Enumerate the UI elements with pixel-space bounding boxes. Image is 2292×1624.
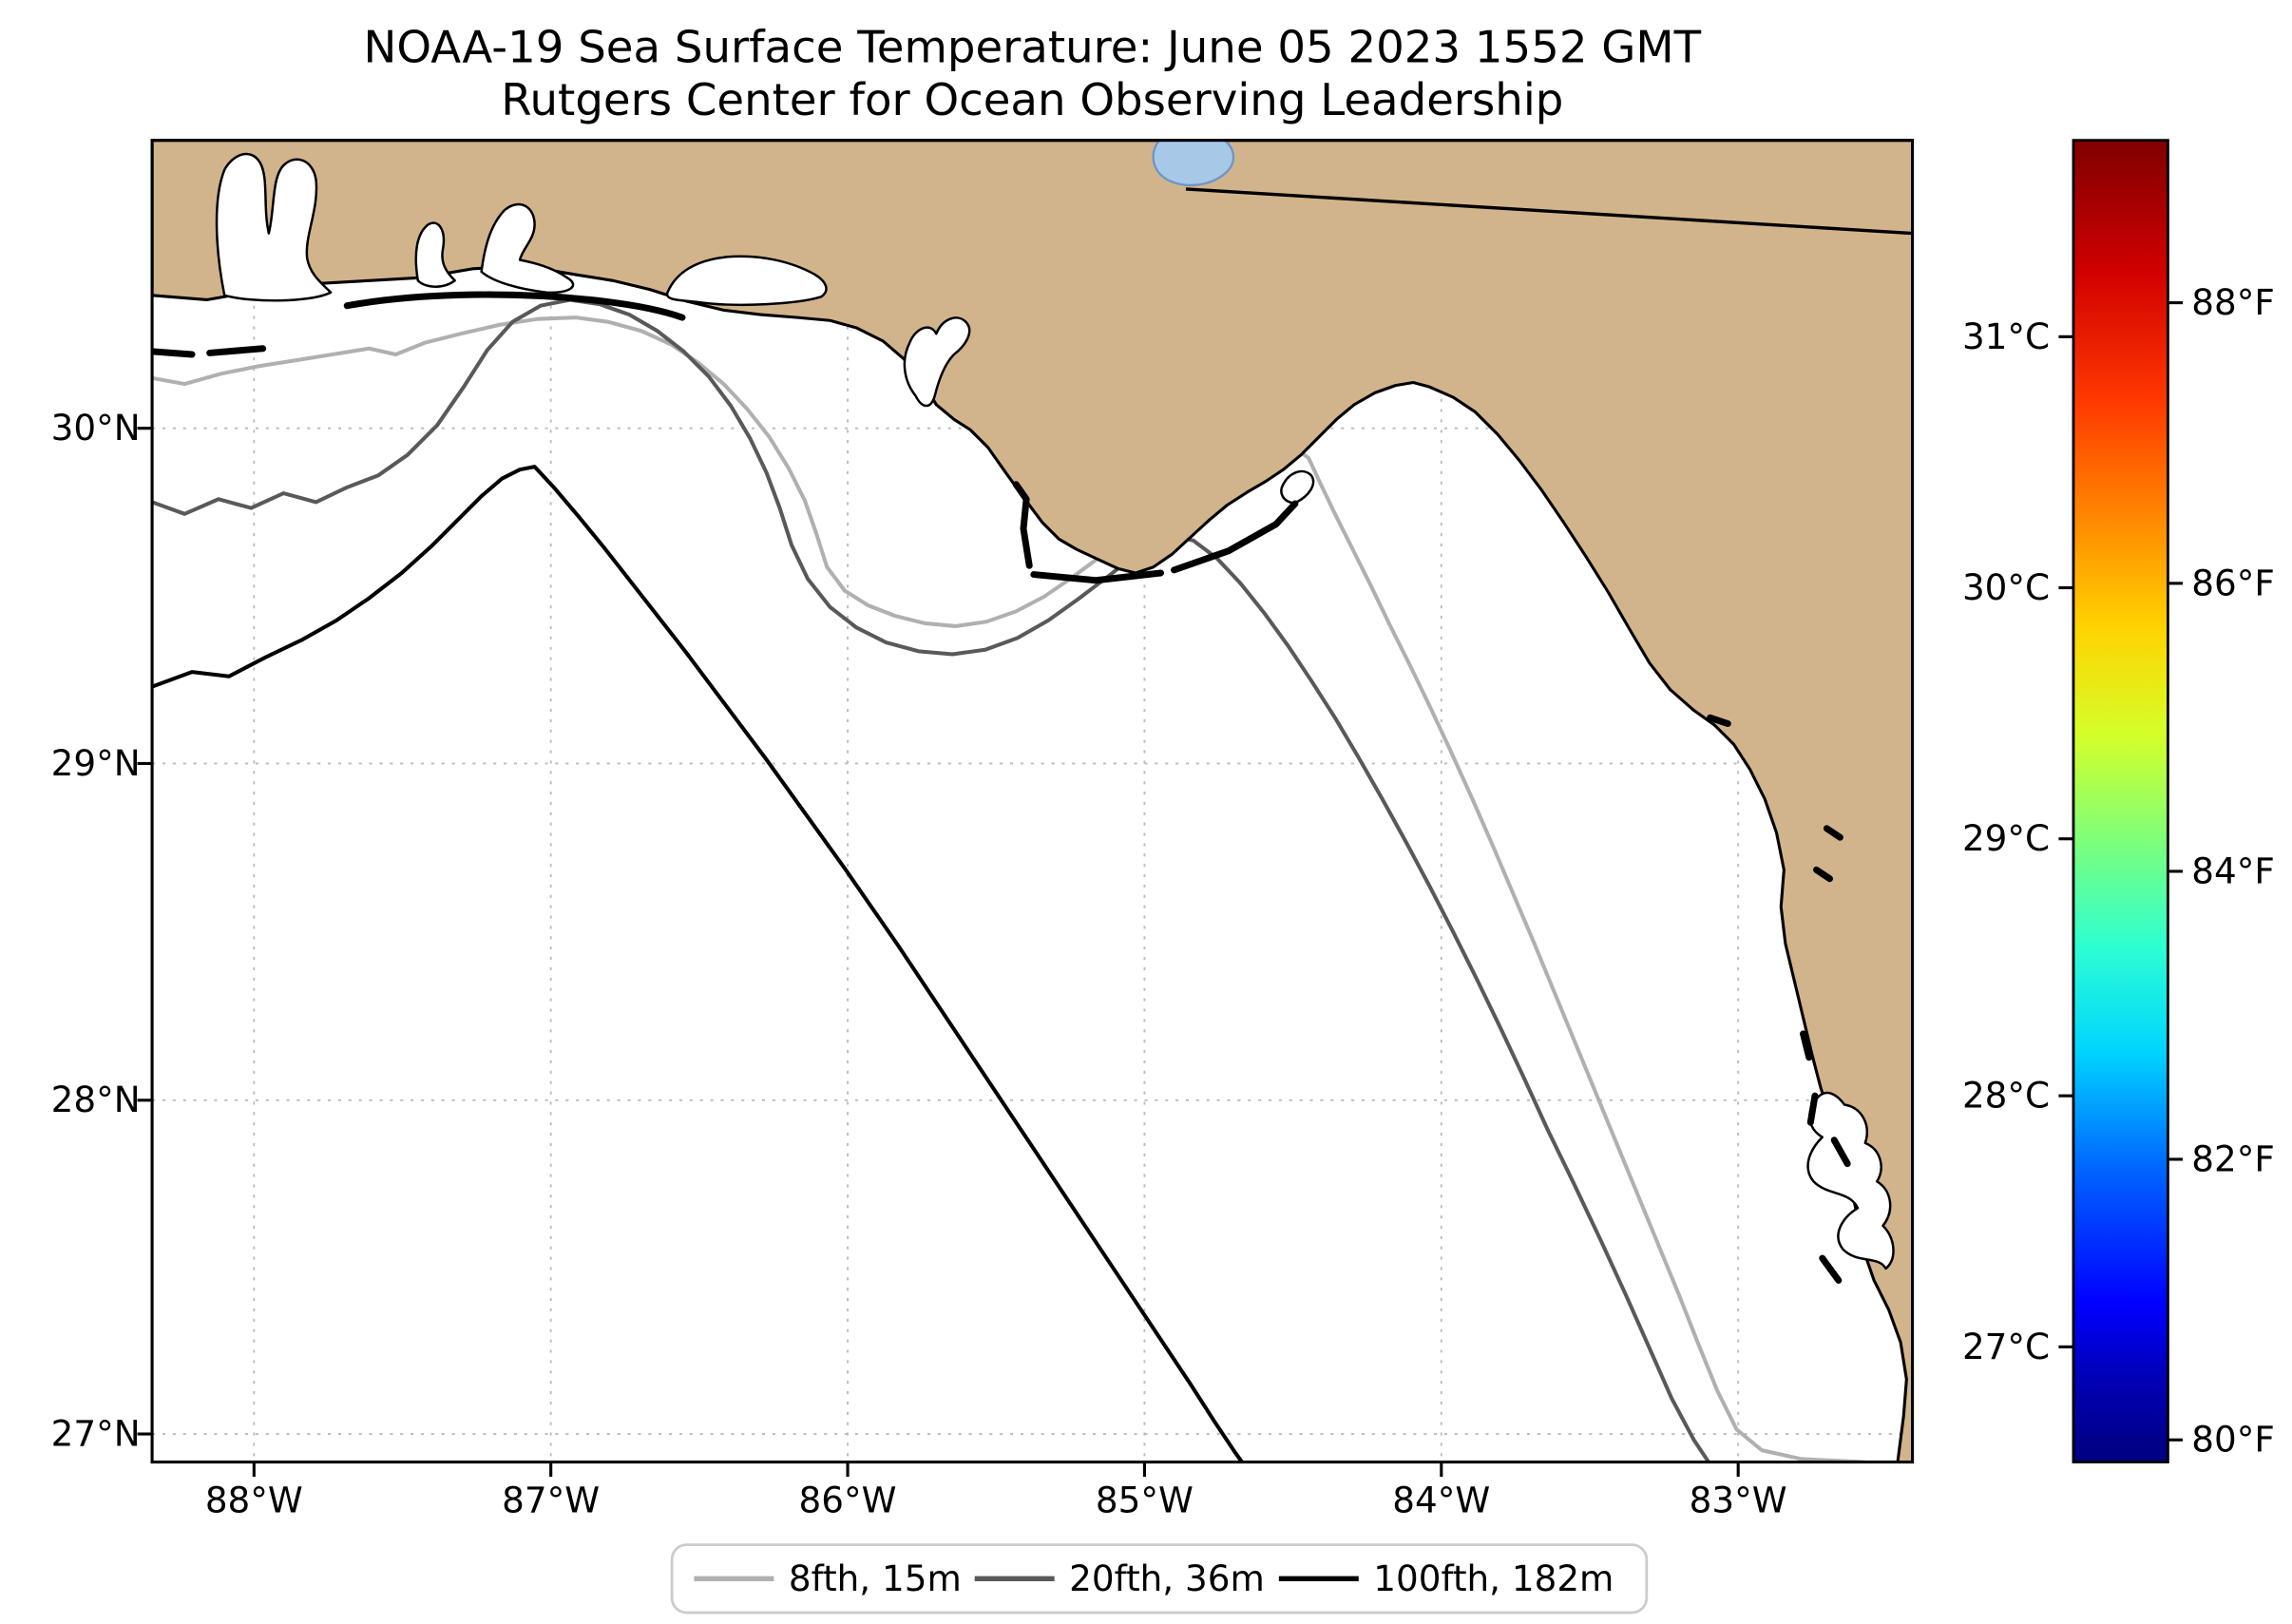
islet-bigbend-3: [1813, 866, 1834, 883]
colorbar-celsius-labels: 31°C 30°C 29°C 28°C 27°C: [1962, 315, 2050, 1367]
x-tick-83w: 83°W: [1690, 1479, 1787, 1520]
legend-box: [670, 1543, 1649, 1614]
bay-river-mouth: [1280, 469, 1315, 505]
barrier-islands: [152, 291, 1851, 1284]
barrier-island-st-george-2: [1171, 500, 1299, 574]
cb-label-88f: 88°F: [2191, 281, 2275, 323]
cb-label-84f: 84°F: [2191, 850, 2275, 891]
x-axis-ticks: [252, 1462, 1740, 1478]
legend-label-20fth: 20fth, 36m: [1069, 1557, 1265, 1599]
bay-small-inlet: [414, 221, 456, 288]
barrier-island-west-1: [152, 348, 196, 358]
colorbar-fahrenheit-labels: 88°F 86°F 84°F 82°F 80°F: [2191, 281, 2275, 1461]
islet-tampa-3: [1830, 1137, 1851, 1168]
legend-label-8fth: 8fth, 15m: [789, 1557, 962, 1599]
barrier-island-west-2: [206, 345, 267, 356]
contour-legend: 8fth, 15m 20fth, 36m 100fth, 182m: [670, 1543, 1649, 1614]
y-tick-27n: 27°N: [51, 1412, 141, 1454]
islet-bigbend-2: [1823, 825, 1843, 841]
islet-tampa-1: [1800, 1030, 1813, 1061]
y-axis-labels: 30°N 29°N 28°N 27°N: [51, 407, 141, 1454]
colorbar-gradient: [2072, 139, 2169, 1463]
bay-choctawhatchee: [666, 255, 828, 307]
islet-tampa-4: [1819, 1254, 1843, 1284]
x-tick-85w: 85°W: [1096, 1479, 1194, 1520]
barrier-spit-st-joseph: [1012, 481, 1033, 569]
lake-seminole: [1152, 140, 1235, 187]
contour-20-fathom-36m: [152, 297, 1711, 1462]
bay-st-andrew: [903, 316, 971, 408]
coastal-bays: [215, 152, 1895, 1271]
bay-west: [215, 152, 333, 302]
bay-tampa: [1806, 1091, 1895, 1271]
cb-label-27c: 27°C: [1962, 1326, 2050, 1367]
y-tick-29n: 29°N: [51, 742, 141, 784]
cb-label-31c: 31°C: [1962, 315, 2050, 357]
figure-title: NOAA-19 Sea Surface Temperature: June 05…: [364, 21, 1702, 72]
figure-subtitle: Rutgers Center for Ocean Observing Leade…: [501, 74, 1563, 125]
legend-label-100fth: 100fth, 182m: [1373, 1557, 1614, 1599]
cb-label-86f: 86°F: [2191, 562, 2275, 603]
cb-label-82f: 82°F: [2191, 1137, 2275, 1179]
colorbar-fahrenheit-ticks: [2168, 301, 2183, 1442]
barrier-island-st-george-1: [1030, 569, 1165, 584]
bay-pensacola: [480, 202, 575, 295]
contour-100-fathom-182m: [152, 465, 1245, 1462]
x-tick-88w: 88°W: [205, 1479, 303, 1520]
x-tick-86w: 86°W: [799, 1479, 897, 1520]
y-tick-30n: 30°N: [51, 407, 141, 449]
y-axis-ticks: [137, 427, 153, 1436]
islet-bigbend-1: [1707, 714, 1731, 728]
cb-label-29c: 29°C: [1962, 817, 2050, 859]
cb-label-80f: 80°F: [2191, 1419, 2275, 1461]
plot-border: [150, 139, 1915, 1464]
islet-tampa-2: [1806, 1092, 1819, 1126]
x-tick-84w: 84°W: [1392, 1479, 1490, 1520]
colorbar-celsius-ticks: [2058, 334, 2073, 1348]
y-tick-28n: 28°N: [51, 1079, 141, 1120]
state-boundary-line: [1185, 187, 1913, 236]
x-tick-87w: 87°W: [502, 1479, 600, 1520]
map-plot-area: [152, 140, 1913, 1462]
barrier-island-santa-rosa: [343, 291, 686, 321]
cb-label-28c: 28°C: [1962, 1075, 2050, 1117]
colorbar: 31°C 30°C 29°C 28°C 27°C 88°F 86°F 84°F …: [1962, 139, 2275, 1463]
cb-label-30c: 30°C: [1962, 566, 2050, 608]
x-axis-labels: 88°W 87°W 86°W 85°W 84°W 83°W: [205, 1479, 1787, 1520]
